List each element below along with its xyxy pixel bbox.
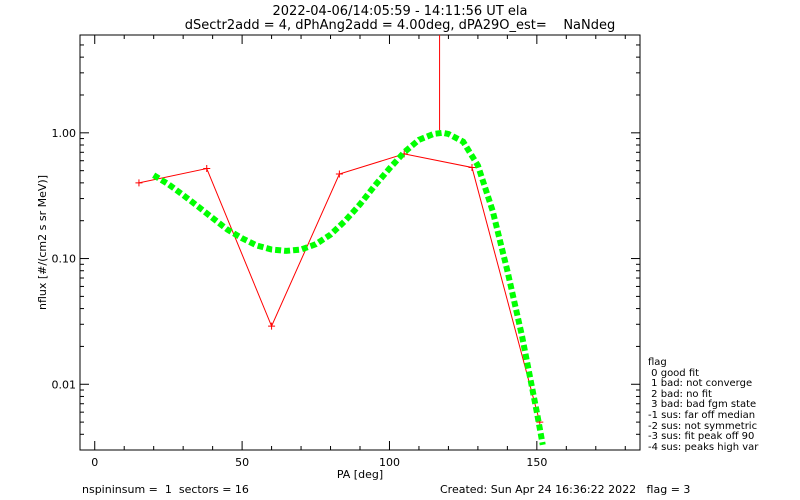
flag-legend: flag 0 good fit 1 bad: not converge 2 ba… bbox=[648, 357, 759, 453]
chart-title-line2: dSectr2add = 4, dPhAng2add = 4.00deg, dP… bbox=[184, 18, 616, 33]
flag-legend-item: 1 bad: not converge bbox=[648, 378, 753, 390]
footer-right: Created: Sun Apr 24 16:36:22 2022 flag =… bbox=[440, 483, 691, 496]
x-tick-label: 150 bbox=[526, 456, 547, 469]
flag-legend-item: -3 sus: fit peak off 90 bbox=[648, 431, 755, 443]
x-tick-label: 100 bbox=[379, 456, 400, 469]
data-series-line bbox=[138, 153, 541, 423]
data-point-marker bbox=[135, 179, 143, 187]
footer-left: nspininsum = 1 sectors = 16 bbox=[82, 483, 249, 496]
data-point-marker bbox=[268, 322, 276, 330]
flag-legend-item: -1 sus: far off median bbox=[648, 409, 756, 421]
flag-legend-item: 0 good fit bbox=[648, 367, 700, 379]
data-point-marker bbox=[203, 165, 211, 173]
flag-legend-title: flag bbox=[648, 357, 667, 368]
flag-legend-item: -2 sus: not symmetric bbox=[648, 420, 758, 432]
chart-title-line1: 2022-04-06/14:05:59 - 14:11:56 UT ela bbox=[272, 4, 528, 19]
x-axis-label: PA [deg] bbox=[337, 468, 383, 481]
y-axis-label: nflux [#/(cm2 s sr MeV)] bbox=[36, 175, 49, 310]
flag-legend-item: 3 bad: bad fgm state bbox=[648, 399, 757, 411]
data-point-marker bbox=[335, 170, 343, 178]
flag-legend-item: -4 sus: peaks high var bbox=[648, 441, 759, 453]
x-tick-label: 0 bbox=[91, 456, 98, 469]
data-point-marker bbox=[468, 163, 476, 171]
plot-frame bbox=[79, 34, 641, 451]
y-tick-label: 0.10 bbox=[52, 253, 77, 266]
fit-series-line bbox=[152, 129, 546, 446]
x-tick-label: 50 bbox=[235, 456, 249, 469]
y-tick-label: 1.00 bbox=[52, 127, 77, 140]
plot-content bbox=[135, 35, 546, 446]
y-tick-label: 0.01 bbox=[52, 378, 77, 391]
flag-legend-item: 2 bad: no fit bbox=[648, 388, 712, 400]
